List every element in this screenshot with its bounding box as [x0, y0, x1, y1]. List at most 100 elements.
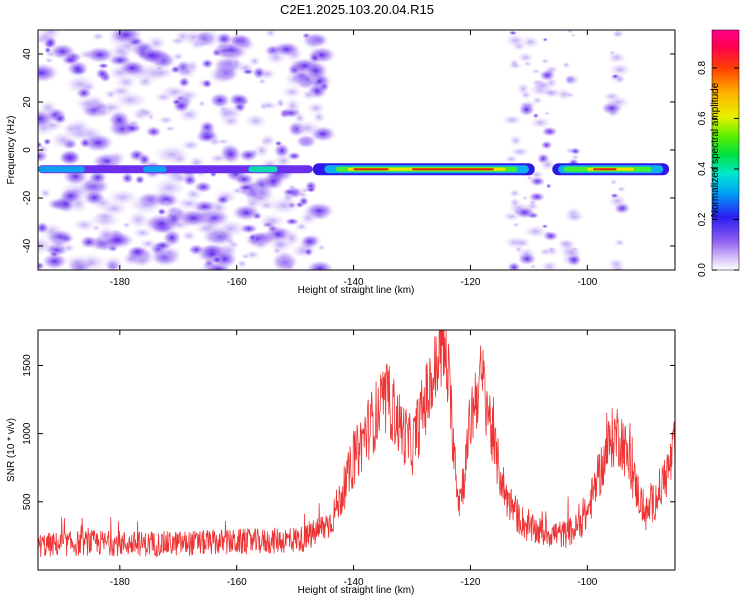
- noise-blob: [513, 206, 537, 219]
- noise-blob: [121, 172, 134, 185]
- noise-blob: [516, 51, 535, 63]
- noise-blob: [118, 59, 146, 77]
- noise-blob: [600, 101, 623, 115]
- noise-blob: [508, 188, 521, 198]
- noise-blob: [98, 100, 125, 115]
- spectrogram-panel: -180 -160 -140 -120 -100 -40 -20 0 20 40 Height o…: [6, 29, 676, 296]
- noise-blob: [152, 144, 191, 165]
- noise-blob: [238, 148, 259, 162]
- noise-blob: [146, 113, 155, 121]
- noise-blob: [283, 70, 307, 88]
- noise-blob: [518, 102, 536, 117]
- colorbar-tick-label: 0.6: [697, 111, 708, 125]
- noise-blob: [166, 204, 181, 216]
- noise-blob: [281, 191, 295, 204]
- noise-blob: [207, 66, 234, 85]
- noise-blob: [317, 244, 326, 252]
- noise-blob: [126, 119, 141, 128]
- noise-blob: [244, 113, 268, 129]
- noise-blob: [210, 255, 224, 265]
- colorbar-tick-label: 0.4: [697, 162, 708, 176]
- noise-blob: [545, 183, 552, 189]
- noise-blob: [164, 125, 176, 132]
- noise-blob: [143, 213, 180, 234]
- noise-blob: [614, 74, 626, 85]
- spectrogram-xtick-label: -100: [577, 277, 597, 288]
- noise-blob: [195, 40, 208, 47]
- noise-blob: [523, 224, 549, 239]
- spectrogram-xtick-label: -140: [344, 277, 364, 288]
- noise-blob: [529, 116, 551, 130]
- noise-blob: [294, 221, 309, 232]
- noise-blob: [177, 76, 191, 88]
- noise-blob: [570, 33, 576, 38]
- noise-blob: [248, 233, 257, 242]
- noise-blob: [197, 100, 206, 108]
- noise-blob: [122, 221, 131, 229]
- snr-series-line: [38, 330, 675, 558]
- noise-blob: [509, 58, 520, 69]
- noise-blob: [97, 62, 110, 69]
- noise-blob: [216, 42, 232, 51]
- noise-blob: [298, 196, 310, 207]
- noise-blob: [609, 179, 618, 186]
- noise-blob: [303, 33, 322, 51]
- noise-blob: [570, 147, 581, 156]
- spectrogram-y-label: Frequency (Hz): [6, 116, 17, 185]
- noise-blob: [44, 57, 54, 64]
- noise-blob: [531, 96, 543, 105]
- colorbar: 0.0 0.2 0.4 0.6 0.8 Normalized spectral ampl…: [697, 29, 740, 277]
- noise-blob: [79, 235, 98, 249]
- noise-blob: [570, 154, 581, 160]
- noise-blob: [532, 79, 555, 92]
- noise-blob: [311, 110, 327, 124]
- noise-blob: [504, 33, 527, 48]
- noise-blob: [38, 261, 45, 270]
- noise-blob: [176, 64, 198, 80]
- noise-blob: [109, 30, 143, 44]
- noise-blob: [527, 197, 538, 208]
- noise-blob: [97, 230, 116, 242]
- noise-blob: [542, 37, 549, 42]
- noise-blob: [236, 259, 248, 269]
- noise-blob: [306, 186, 317, 193]
- noise-blob: [509, 146, 531, 158]
- noise-blob: [171, 98, 183, 106]
- noise-blob: [609, 49, 616, 56]
- noise-blob: [75, 87, 92, 100]
- noise-blob: [612, 30, 625, 39]
- noise-blob: [264, 30, 277, 38]
- snr-xtick-label: -140: [344, 577, 364, 588]
- noise-blob: [239, 223, 258, 234]
- noise-blob: [274, 140, 283, 147]
- snr-frame: [37, 329, 676, 571]
- signal-band-peak: [593, 168, 617, 171]
- noise-blob: [50, 131, 77, 150]
- noise-blob: [72, 218, 97, 232]
- noise-blob: [217, 105, 235, 122]
- noise-blob: [43, 36, 58, 49]
- noise-blob: [38, 221, 50, 235]
- noise-blob: [303, 247, 314, 257]
- noise-blob: [231, 204, 261, 222]
- snr-ytick-label: 1500: [22, 354, 33, 377]
- noise-blob: [508, 134, 523, 147]
- noise-blob: [182, 173, 198, 187]
- noise-blob: [153, 240, 173, 251]
- noise-blob: [259, 102, 269, 110]
- noise-blob: [41, 252, 68, 270]
- snr-ticks: -180 -160 -140 -120 -100 500 1000 1500: [22, 330, 675, 588]
- snr-panel: -180 -160 -140 -120 -100 500 1000 1500 Height o…: [6, 329, 676, 596]
- noise-blob: [74, 96, 102, 112]
- noise-blob: [284, 97, 302, 115]
- noise-blob: [516, 82, 530, 96]
- noise-blob: [561, 247, 583, 259]
- noise-blob: [563, 74, 582, 86]
- noise-blob: [282, 229, 301, 248]
- noise-blob: [43, 137, 52, 146]
- noise-blob: [613, 238, 626, 247]
- noise-blob: [547, 247, 556, 252]
- noise-blob: [608, 62, 632, 77]
- noise-blob: [108, 110, 131, 130]
- noise-blob: [181, 230, 197, 241]
